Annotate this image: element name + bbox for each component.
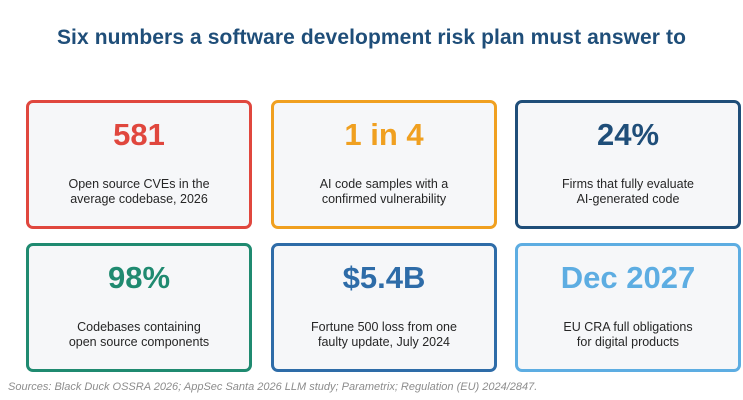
stat-description: Codebases containing open source compone…: [37, 320, 241, 350]
stat-description-line: Codebases containing: [77, 320, 201, 334]
stat-card-ai-code-vulnerability: 1 in 4 AI code samples with a confirmed …: [271, 100, 497, 229]
stat-description-line: for digital products: [576, 335, 680, 349]
stat-card-firms-evaluate-ai-code: 24% Firms that fully evaluate AI-generat…: [515, 100, 741, 229]
stat-value: 581: [113, 117, 165, 152]
stat-description-line: AI code samples with a: [319, 177, 449, 191]
stat-description-line: faulty update, July 2024: [317, 335, 451, 349]
stat-card-open-source-cves: 581 Open source CVEs in the average code…: [26, 100, 252, 229]
stat-value: 98%: [107, 260, 171, 295]
stat-description: Fortune 500 loss from one faulty update,…: [282, 320, 486, 350]
stat-value: 1 in 4: [344, 117, 424, 152]
stat-description: AI code samples with a confirmed vulnera…: [282, 177, 486, 207]
stat-description-line: confirmed vulnerability: [321, 192, 447, 206]
stat-description-line: Firms that fully evaluate: [562, 177, 694, 191]
stat-description-line: open source components: [68, 335, 210, 349]
stat-card-fortune-500-loss: $5.4B Fortune 500 loss from one faulty u…: [271, 243, 497, 372]
stat-description-line: Open source CVEs in the: [68, 177, 210, 191]
stat-description-line: AI-generated code: [576, 192, 680, 206]
stat-card-open-source-components: 98% Codebases containing open source com…: [26, 243, 252, 372]
stat-description-line: average codebase, 2026: [70, 192, 208, 206]
stat-description-line: EU CRA full obligations: [563, 320, 693, 334]
stat-card-eu-cra-obligations: Dec 2027 EU CRA full obligations for dig…: [515, 243, 741, 372]
stat-value: 24%: [596, 117, 660, 152]
stat-description: EU CRA full obligations for digital prod…: [526, 320, 730, 350]
stat-value: Dec 2027: [560, 260, 696, 295]
stat-value: $5.4B: [342, 260, 426, 295]
stat-description: Firms that fully evaluate AI-generated c…: [526, 177, 730, 207]
page-title: Six numbers a software development risk …: [56, 26, 687, 49]
stat-description: Open source CVEs in the average codebase…: [37, 177, 241, 207]
sources-footnote: Sources: Black Duck OSSRA 2026; AppSec S…: [8, 381, 538, 393]
stat-description-line: Fortune 500 loss from one: [311, 320, 457, 334]
